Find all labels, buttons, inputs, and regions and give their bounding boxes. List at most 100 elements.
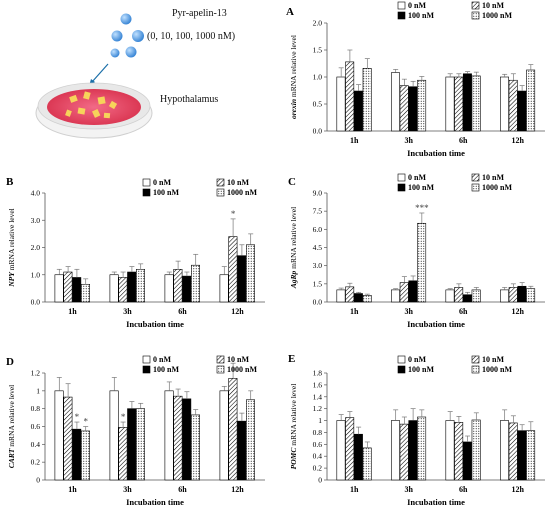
bar <box>526 430 536 481</box>
bar <box>182 398 192 481</box>
y-tick-label: 2.0 <box>313 19 323 28</box>
y-tick-label: 1.0 <box>313 73 323 82</box>
gene-name: AgRp <box>289 270 298 289</box>
bar <box>500 420 509 481</box>
bar <box>72 277 82 303</box>
y-tick-label: 1.0 <box>31 270 41 279</box>
bar <box>471 419 481 481</box>
bar <box>81 430 91 481</box>
bar <box>136 408 146 481</box>
bar <box>391 72 400 132</box>
bar <box>136 268 146 303</box>
x-tick-label: 6h <box>459 485 468 494</box>
bar <box>219 390 229 481</box>
bar <box>445 289 455 303</box>
x-tick-label: 6h <box>178 307 187 316</box>
bar <box>399 423 409 481</box>
y-axis-label-text: mRNA relative level <box>7 208 16 272</box>
y-tick-label: 0.6 <box>31 422 41 431</box>
y-tick-label: 7.5 <box>313 207 323 216</box>
bar <box>462 441 472 481</box>
chart-panel-b: B 0 nM 10 nM 100 nM 1000 nM 0.0 1.0 2.0 3.0 4.0 NP… <box>6 176 265 329</box>
x-tick-label: 12h <box>512 136 525 145</box>
bar <box>454 76 464 132</box>
gene-name: NPY <box>7 271 16 288</box>
gene-name: POMC <box>289 447 298 470</box>
peptide-label: Pyr-apelin-13 <box>172 8 227 19</box>
bar <box>445 420 455 481</box>
bar <box>54 274 64 303</box>
y-tick-label: 0.2 <box>31 458 41 467</box>
x-tick-label: 3h <box>123 307 132 316</box>
arrow-icon <box>91 63 109 83</box>
bar <box>191 264 201 303</box>
bar <box>109 274 119 303</box>
bar <box>336 289 346 303</box>
panel-letter: E <box>288 353 295 365</box>
bar <box>445 76 455 132</box>
x-tick-label: 12h <box>231 307 244 316</box>
y-tick-label: 1.5 <box>313 279 323 288</box>
bar <box>508 422 518 481</box>
bar <box>500 289 509 303</box>
y-tick-label: 6.0 <box>313 225 323 234</box>
bar <box>345 286 355 303</box>
y-tick-label: 0.0 <box>31 298 41 307</box>
bar <box>353 433 363 481</box>
legend-label: 10 nM <box>227 178 249 187</box>
bar <box>508 79 518 132</box>
bar <box>417 79 427 132</box>
x-tick-label: 6h <box>459 307 468 316</box>
legend-label: 1000 nM <box>482 183 512 192</box>
bar <box>408 86 418 132</box>
apelin-sphere-icon <box>132 30 144 42</box>
bar <box>362 295 372 303</box>
x-tick-label: 3h <box>405 136 414 145</box>
legend-label: 100 nM <box>408 365 434 374</box>
bar <box>173 395 183 481</box>
y-tick-label: 3.0 <box>313 261 323 270</box>
x-tick-label: 6h <box>178 485 187 494</box>
y-axis-label-text: mRNA relative level <box>289 207 298 271</box>
bar <box>417 416 427 481</box>
y-tick-label: 0.8 <box>31 404 41 413</box>
dose-label: (0, 10, 100, 1000 nM) <box>147 31 235 42</box>
legend-label: 1000 nM <box>227 365 257 374</box>
apelin-sphere-icon <box>120 13 132 25</box>
tissue-label: Hypothalamus <box>160 94 218 105</box>
x-tick-label: 1h <box>68 307 77 316</box>
x-tick-label: 1h <box>68 485 77 494</box>
bar <box>462 294 472 303</box>
legend-label: 10 nM <box>227 355 249 364</box>
bar <box>228 236 238 303</box>
bar <box>336 76 346 132</box>
legend-label: 1000 nM <box>227 188 257 197</box>
x-tick-label: 3h <box>405 485 414 494</box>
legend-swatch <box>216 178 225 187</box>
legend-swatch <box>216 365 225 374</box>
legend-swatch <box>471 183 480 192</box>
legend-swatch <box>142 365 151 374</box>
legend-swatch <box>471 355 480 364</box>
bar <box>454 287 464 303</box>
panel-letter: A <box>286 6 294 18</box>
panel-letter: B <box>6 176 14 188</box>
bar <box>353 90 363 132</box>
legend-swatch <box>397 355 406 364</box>
legend-label: 100 nM <box>408 11 434 20</box>
legend-label: 0 nM <box>408 173 426 182</box>
bar <box>173 268 183 303</box>
y-tick-label: 4.5 <box>313 243 323 252</box>
bar <box>219 274 229 303</box>
bar <box>237 420 247 481</box>
legend-swatch <box>216 188 225 197</box>
bar <box>72 428 82 481</box>
bar <box>127 271 137 303</box>
gene-name: CART <box>7 448 16 468</box>
significance-marker: * <box>231 209 236 219</box>
legend-swatch <box>471 365 480 374</box>
y-tick-label: 1.6 <box>313 380 323 389</box>
bar <box>391 420 400 481</box>
bar <box>353 293 363 303</box>
